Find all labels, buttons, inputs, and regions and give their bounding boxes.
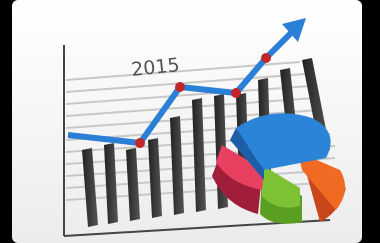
illustration: 2015 [0, 0, 380, 243]
page: {"illustration": {"label": "2015"}} 2015 [0, 0, 380, 243]
